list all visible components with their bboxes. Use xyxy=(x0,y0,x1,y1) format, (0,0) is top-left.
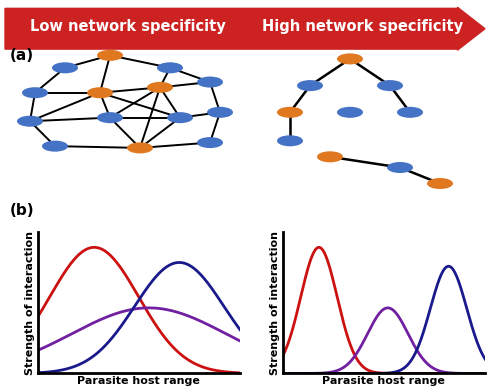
Ellipse shape xyxy=(337,53,363,64)
Ellipse shape xyxy=(97,112,123,123)
Ellipse shape xyxy=(427,178,453,189)
Ellipse shape xyxy=(317,151,343,162)
Ellipse shape xyxy=(147,82,173,93)
Ellipse shape xyxy=(87,87,113,98)
Ellipse shape xyxy=(167,112,193,123)
Ellipse shape xyxy=(277,135,303,146)
X-axis label: Parasite host range: Parasite host range xyxy=(78,376,200,386)
Y-axis label: Strength of interaction: Strength of interaction xyxy=(270,231,280,375)
Ellipse shape xyxy=(387,162,413,173)
Ellipse shape xyxy=(42,140,68,152)
Ellipse shape xyxy=(297,80,323,91)
X-axis label: Parasite host range: Parasite host range xyxy=(322,376,445,386)
Ellipse shape xyxy=(127,142,153,153)
FancyArrow shape xyxy=(5,7,485,50)
Text: Low network specificity: Low network specificity xyxy=(30,19,226,34)
Text: (a): (a) xyxy=(10,48,34,63)
Ellipse shape xyxy=(97,50,123,61)
Ellipse shape xyxy=(52,62,78,73)
Ellipse shape xyxy=(377,80,403,91)
Y-axis label: Strength of interaction: Strength of interaction xyxy=(24,231,34,375)
Ellipse shape xyxy=(277,107,303,118)
Text: High network specificity: High network specificity xyxy=(262,19,463,34)
Ellipse shape xyxy=(397,107,423,118)
Ellipse shape xyxy=(22,87,48,98)
Ellipse shape xyxy=(337,107,363,118)
Ellipse shape xyxy=(197,77,223,87)
Text: (b): (b) xyxy=(10,203,34,218)
Ellipse shape xyxy=(197,137,223,148)
Ellipse shape xyxy=(157,62,183,73)
Ellipse shape xyxy=(207,107,233,118)
Ellipse shape xyxy=(17,116,43,127)
